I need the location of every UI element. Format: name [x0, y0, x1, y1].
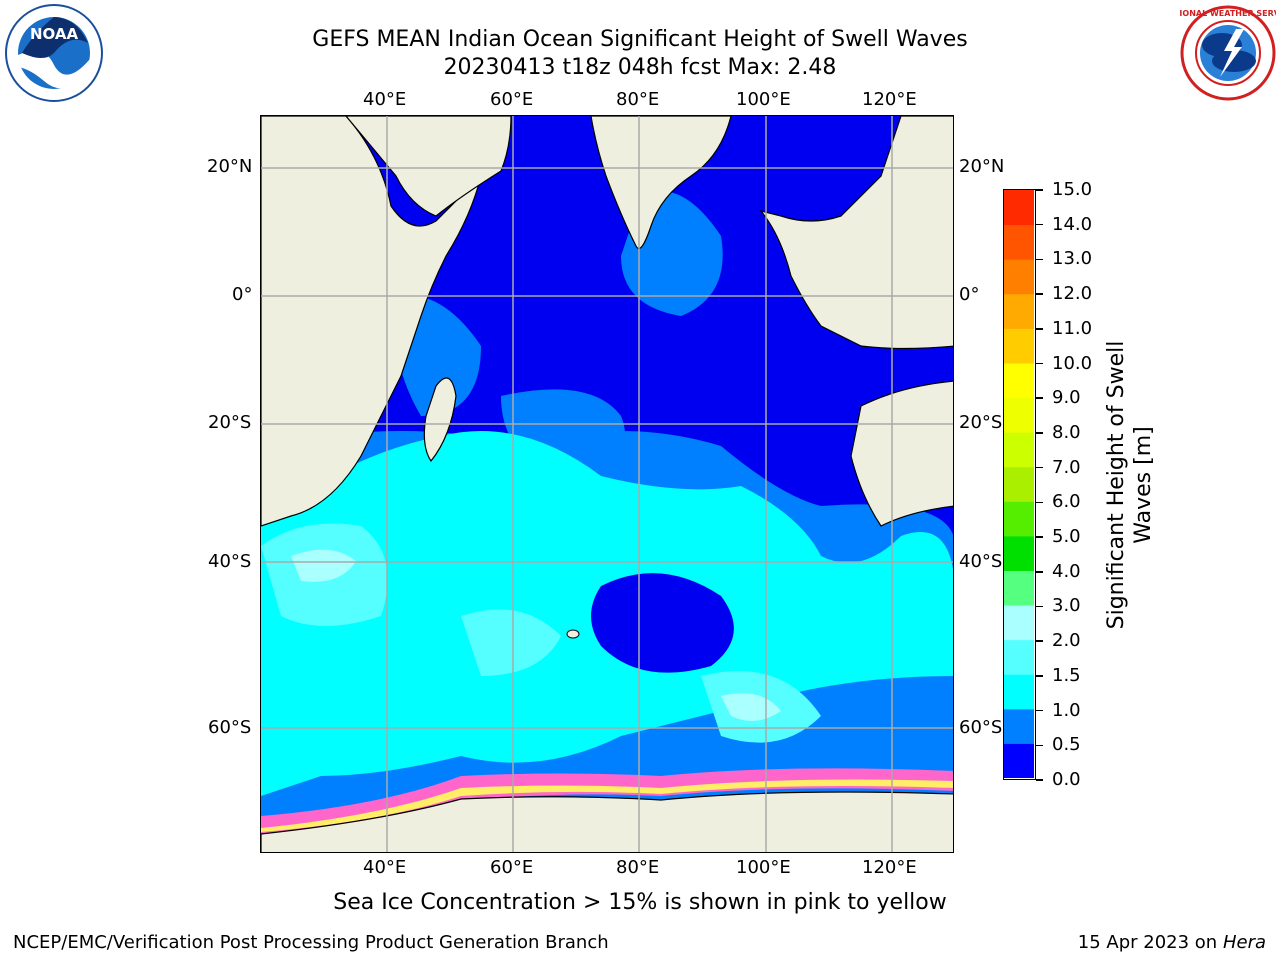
colorbar-segment	[1004, 743, 1034, 779]
colorbar-segment	[1004, 397, 1034, 433]
lat-tick-left-0: 0°	[232, 284, 253, 305]
swell-band-2.0-3.0	[291, 549, 781, 721]
colorbar-segment	[1004, 501, 1034, 537]
colorbar-segment	[1004, 674, 1034, 710]
svg-text:NATIONAL WEATHER SERVICE: NATIONAL WEATHER SERVICE	[1180, 9, 1276, 18]
colorbar-label: 2.0	[1052, 630, 1081, 652]
colorbar-tick	[1036, 640, 1043, 642]
colorbar-tick	[1036, 744, 1043, 747]
colorbar-label: 5.0	[1052, 526, 1081, 548]
lat-tick-left-20n: 20°N	[207, 156, 253, 177]
colorbar-tick	[1036, 605, 1043, 608]
colorbar-segment	[1004, 570, 1034, 606]
colorbar-segment	[1004, 362, 1034, 399]
colorbar-tick	[1036, 397, 1043, 399]
colorbar-segment	[1004, 466, 1034, 502]
sea-ice-note: Sea Ice Concentration > 15% is shown in …	[333, 890, 947, 915]
colorbar-label: 0.5	[1052, 734, 1081, 756]
colorbar-label: 0.0	[1052, 769, 1081, 790]
colorbar-segment	[1004, 708, 1034, 744]
colorbar-tick	[1036, 293, 1043, 295]
lon-tick-top-80e: 80°E	[616, 89, 660, 110]
colorbar-tick	[1036, 362, 1043, 365]
colorbar-tick	[1036, 466, 1043, 469]
colorbar-segment	[1004, 639, 1034, 675]
colorbar-label: 4.0	[1052, 560, 1081, 582]
lat-tick-right-40s: 40°S	[959, 551, 1003, 572]
colorbar-label: 6.0	[1052, 491, 1081, 513]
footer-date: 15 Apr 2023 on Hera	[1078, 932, 1266, 953]
colorbar-label: 13.0	[1052, 248, 1093, 270]
map-panel[interactable]	[260, 115, 954, 853]
colorbar-label: 9.0	[1052, 387, 1081, 409]
svg-text:NOAA: NOAA	[30, 25, 79, 43]
lat-tick-right-0: 0°	[959, 284, 980, 305]
colorbar-segment	[1004, 259, 1034, 295]
kerguelen-island	[566, 629, 580, 639]
colorbar-segment	[1004, 293, 1034, 329]
lat-tick-left-20s: 20°S	[208, 412, 252, 433]
lon-tick-bottom-120e: 120°E	[862, 857, 917, 878]
colorbar-tick	[1036, 779, 1043, 781]
colorbar-segment	[1004, 190, 1034, 226]
colorbar-label: 14.0	[1052, 213, 1093, 235]
colorbar-label: 11.0	[1052, 317, 1093, 339]
nws-logo: NATIONAL WEATHER SERVICE	[1162, 5, 1280, 101]
colorbar-segment	[1004, 328, 1034, 364]
colorbar-title-line2: Waves [m]	[1131, 426, 1156, 544]
colorbar-tick	[1036, 258, 1043, 261]
sea-ice-band-yellow	[261, 779, 953, 832]
colorbar-label: 7.0	[1052, 456, 1081, 478]
footer-host: Hera	[1222, 932, 1266, 953]
colorbar-tick	[1036, 536, 1043, 538]
footer-date-text: 15 Apr 2023 on	[1077, 932, 1223, 953]
colorbar-tick	[1036, 223, 1043, 226]
chart-subtitle: 20230413 t18z 048h fcst Max: 2.48	[443, 55, 837, 80]
colorbar-segment	[1004, 605, 1034, 641]
lon-tick-top-60e: 60°E	[490, 89, 534, 110]
noaa-logo: NOAA	[4, 3, 104, 103]
lat-tick-right-60s: 60°S	[959, 717, 1003, 738]
lon-tick-bottom-60e: 60°E	[490, 857, 534, 878]
colorbar-title-line1: Significant Height of Swell	[1104, 340, 1129, 630]
colorbar-tick	[1036, 709, 1043, 712]
colorbar-label: 15.0	[1052, 179, 1093, 200]
colorbar-segment	[1004, 432, 1034, 468]
colorbar-label: 3.0	[1052, 595, 1081, 617]
colorbar-tick	[1036, 571, 1043, 573]
colorbar-label: 1.0	[1052, 699, 1081, 721]
colorbar-label: 12.0	[1052, 283, 1093, 305]
lon-tick-top-40e: 40°E	[363, 89, 407, 110]
colorbar	[1003, 189, 1036, 780]
lat-tick-right-20n: 20°N	[959, 156, 1005, 177]
lon-tick-top-100e: 100°E	[736, 89, 791, 110]
lat-tick-right-20s: 20°S	[959, 412, 1003, 433]
lon-tick-bottom-40e: 40°E	[363, 857, 407, 878]
lon-tick-bottom-80e: 80°E	[616, 857, 660, 878]
lon-tick-bottom-100e: 100°E	[736, 857, 791, 878]
colorbar-tick	[1036, 328, 1043, 330]
colorbar-label: 1.5	[1052, 664, 1081, 686]
lat-tick-left-40s: 40°S	[208, 551, 252, 572]
lat-tick-left-60s: 60°S	[208, 717, 252, 738]
map-canvas	[261, 116, 953, 852]
chart-title: GEFS MEAN Indian Ocean Significant Heigh…	[312, 27, 968, 52]
colorbar-segment	[1004, 535, 1034, 571]
swell-band-1.5-2.0	[261, 523, 821, 743]
colorbar-tick	[1036, 675, 1043, 677]
colorbar-label: 8.0	[1052, 421, 1081, 443]
colorbar-tick	[1036, 189, 1043, 191]
gridlines	[261, 116, 953, 852]
colorbar-tick	[1036, 432, 1043, 434]
colorbar-tick	[1036, 501, 1043, 504]
colorbar-label: 10.0	[1052, 352, 1093, 374]
swell-band-0.0-0.5-patch	[591, 573, 734, 673]
colorbar-segment	[1004, 224, 1034, 260]
footer-credit: NCEP/EMC/Verification Post Processing Pr…	[13, 932, 609, 953]
lon-tick-top-120e: 120°E	[862, 89, 917, 110]
